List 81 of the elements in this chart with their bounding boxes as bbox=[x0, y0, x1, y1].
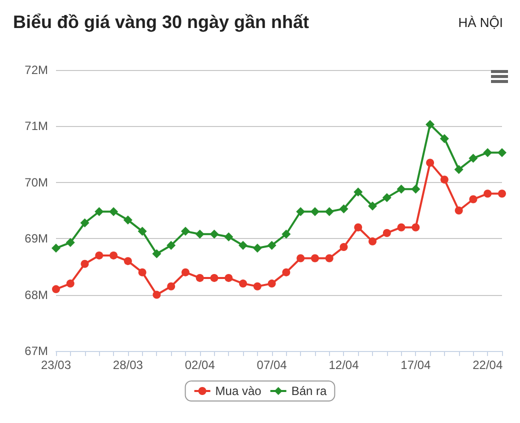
point bbox=[310, 254, 319, 262]
x-tick-label: 07/04 bbox=[256, 358, 288, 372]
point bbox=[354, 187, 363, 196]
point bbox=[52, 244, 60, 253]
point bbox=[440, 176, 448, 184]
point bbox=[181, 268, 190, 276]
point bbox=[152, 290, 161, 299]
point bbox=[396, 184, 406, 194]
point bbox=[267, 240, 276, 250]
point bbox=[282, 230, 291, 239]
point bbox=[238, 240, 248, 250]
point bbox=[296, 254, 305, 262]
point bbox=[66, 280, 74, 288]
point bbox=[426, 120, 435, 130]
point bbox=[368, 237, 377, 246]
point bbox=[52, 285, 60, 294]
point bbox=[339, 204, 348, 214]
point bbox=[468, 154, 478, 163]
point bbox=[196, 274, 204, 282]
point bbox=[268, 280, 276, 288]
legend-label: Mua vào bbox=[215, 384, 262, 398]
point bbox=[483, 148, 492, 158]
point bbox=[252, 244, 262, 253]
point bbox=[66, 238, 75, 248]
point bbox=[94, 207, 104, 216]
point bbox=[123, 216, 132, 225]
point bbox=[239, 280, 248, 288]
point bbox=[310, 207, 320, 216]
point bbox=[440, 134, 449, 144]
point bbox=[340, 243, 348, 252]
y-tick-label: 67M bbox=[24, 344, 48, 358]
point bbox=[138, 226, 147, 236]
point bbox=[210, 230, 219, 239]
point bbox=[498, 148, 506, 158]
legend-label: Bán ra bbox=[291, 384, 328, 398]
point bbox=[426, 158, 434, 167]
point bbox=[454, 164, 464, 174]
point bbox=[80, 260, 89, 268]
point bbox=[498, 190, 506, 198]
point bbox=[152, 249, 162, 258]
point bbox=[109, 207, 118, 216]
point bbox=[324, 207, 334, 216]
point bbox=[325, 254, 334, 262]
point bbox=[412, 223, 420, 232]
x-tick-label: 22/04 bbox=[472, 358, 503, 372]
point bbox=[397, 223, 406, 232]
y-tick-label: 70M bbox=[24, 175, 48, 190]
chart-subtitle: HÀ NỘI bbox=[458, 15, 504, 30]
point bbox=[296, 207, 306, 216]
point bbox=[382, 193, 392, 202]
y-tick-label: 71M bbox=[24, 119, 48, 134]
point bbox=[166, 240, 176, 250]
point bbox=[484, 190, 492, 198]
x-tick-label: 28/03 bbox=[112, 358, 144, 372]
point bbox=[80, 218, 90, 228]
point bbox=[138, 268, 146, 276]
y-tick-label: 68M bbox=[24, 288, 48, 302]
y-tick-label: 69M bbox=[24, 232, 48, 246]
y-tick-label: 72M bbox=[24, 63, 48, 77]
point bbox=[224, 232, 234, 242]
point bbox=[454, 206, 463, 214]
point bbox=[224, 274, 233, 282]
point bbox=[469, 195, 478, 204]
point bbox=[368, 202, 378, 211]
x-tick-label: 17/04 bbox=[400, 358, 432, 372]
point bbox=[354, 223, 362, 232]
point bbox=[253, 282, 262, 290]
x-tick-label: 02/04 bbox=[184, 358, 216, 372]
point bbox=[180, 226, 190, 236]
point bbox=[110, 251, 118, 260]
point bbox=[382, 228, 391, 237]
point bbox=[124, 257, 132, 266]
point bbox=[282, 268, 290, 276]
point bbox=[411, 184, 420, 194]
point bbox=[95, 251, 104, 260]
x-tick-label: 23/03 bbox=[40, 358, 72, 372]
point bbox=[167, 282, 176, 290]
chart-title: Biểu đồ giá vàng 30 ngày gần nhất bbox=[13, 12, 310, 32]
point bbox=[210, 274, 218, 282]
point bbox=[195, 230, 204, 239]
x-tick-label: 12/04 bbox=[328, 358, 360, 372]
